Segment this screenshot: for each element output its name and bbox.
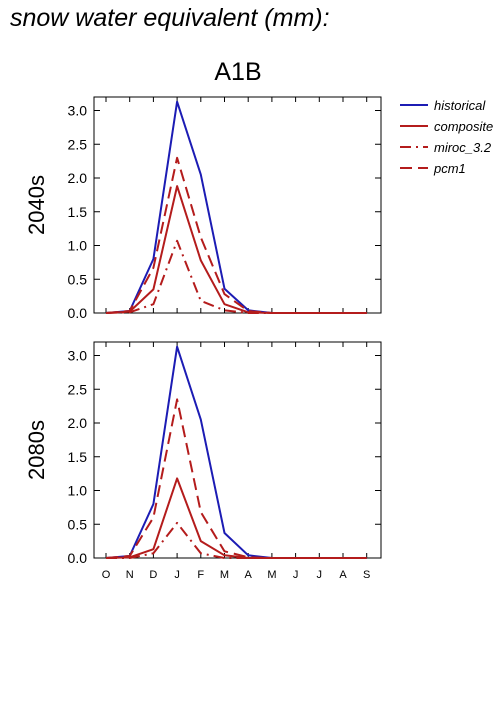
x-tick-label: J [174, 569, 180, 581]
y-tick-label: 3.0 [68, 348, 88, 364]
y-tick-label: 2.0 [68, 170, 88, 186]
y-tick-label: 2.0 [68, 415, 88, 431]
y-tick-label: 2.5 [68, 381, 88, 397]
y-tick-label: 0.5 [68, 516, 88, 532]
series-line-composite [105, 477, 367, 559]
chart-panels: 0.0 0.5 1.0 1.5 2.0 2.5 3.0 2040s 0.0 0.5 1.0 1.5 2.… [24, 96, 382, 581]
plot-frame [93, 341, 382, 559]
y-tick-label: 3.0 [68, 103, 88, 119]
x-tick-label: J [293, 569, 299, 581]
y-tick-label: 1.0 [68, 238, 88, 254]
legend-label: historical [434, 98, 486, 113]
legend-label: miroc_3.2 [434, 140, 492, 155]
y-tick-label: 2.5 [68, 136, 88, 152]
x-tick-label: D [149, 569, 157, 581]
y-tick-label: 1.5 [68, 204, 88, 220]
panel-2080s: 0.0 0.5 1.0 1.5 2.0 2.5 3.0 O N D J F M A M J J A S 2080s [24, 341, 382, 581]
legend-label: pcm1 [433, 161, 466, 176]
x-tick-label: S [363, 569, 370, 581]
series-line-miroc_3.2 [106, 521, 367, 559]
y-tick-label: 1.5 [68, 449, 88, 465]
series-line-historical [105, 345, 367, 559]
x-tick-label: M [220, 569, 229, 581]
panel-2040s: 0.0 0.5 1.0 1.5 2.0 2.5 3.0 2040s [24, 96, 382, 321]
scenario-label: A1B [214, 58, 261, 86]
series-line-pcm1 [105, 156, 367, 314]
legend-item-historical: historical [400, 98, 486, 113]
series-line-pcm1 [105, 398, 367, 559]
y-tick-label: 0.5 [68, 271, 88, 287]
legend-item-pcm1: pcm1 [400, 161, 466, 176]
x-tick-label: M [267, 569, 276, 581]
y-tick-label: 1.0 [68, 483, 88, 499]
y-tick-label: 0.0 [68, 550, 88, 566]
y-tick-label: 0.0 [68, 305, 88, 321]
chart-legend: historical composite miroc_3.2 pcm1 [400, 98, 493, 176]
series-line-composite [105, 185, 367, 314]
x-tick-label: F [197, 569, 204, 581]
x-tick-label: O [102, 569, 111, 581]
legend-label: composite [434, 119, 493, 134]
legend-item-composite: composite [400, 119, 493, 134]
x-tick-label: J [317, 569, 323, 581]
x-tick-label: A [245, 569, 253, 581]
legend-item-miroc_3.2: miroc_3.2 [400, 140, 492, 155]
page-title: snow water equivalent (mm): [10, 4, 330, 32]
x-tick-label: N [126, 569, 134, 581]
panel-label: 2040s [24, 175, 49, 235]
panel-label: 2080s [24, 420, 49, 480]
x-tick-label: A [339, 569, 347, 581]
plot-frame [93, 96, 382, 314]
